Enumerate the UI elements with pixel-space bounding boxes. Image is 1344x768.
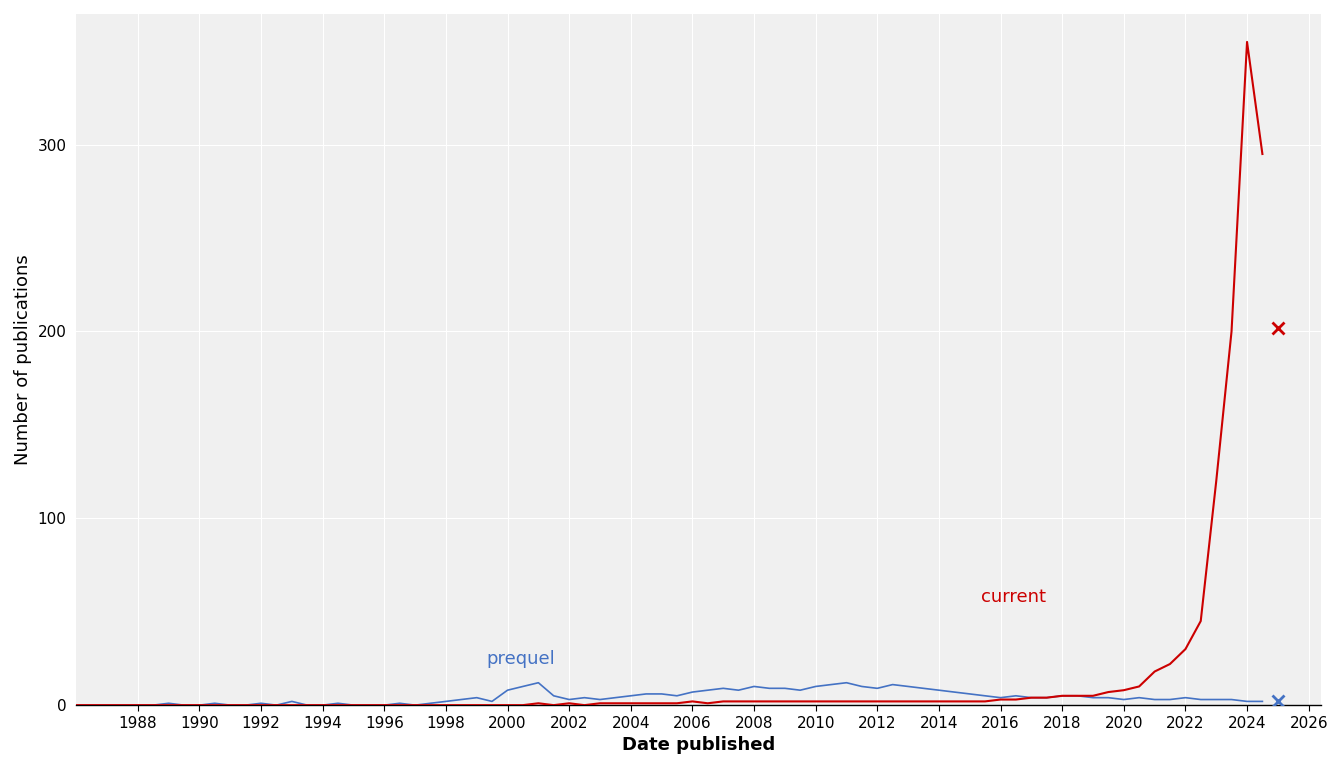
- Y-axis label: Number of publications: Number of publications: [13, 254, 32, 465]
- Text: current: current: [981, 588, 1046, 607]
- X-axis label: Date published: Date published: [622, 736, 775, 754]
- Text: prequel: prequel: [487, 650, 555, 668]
